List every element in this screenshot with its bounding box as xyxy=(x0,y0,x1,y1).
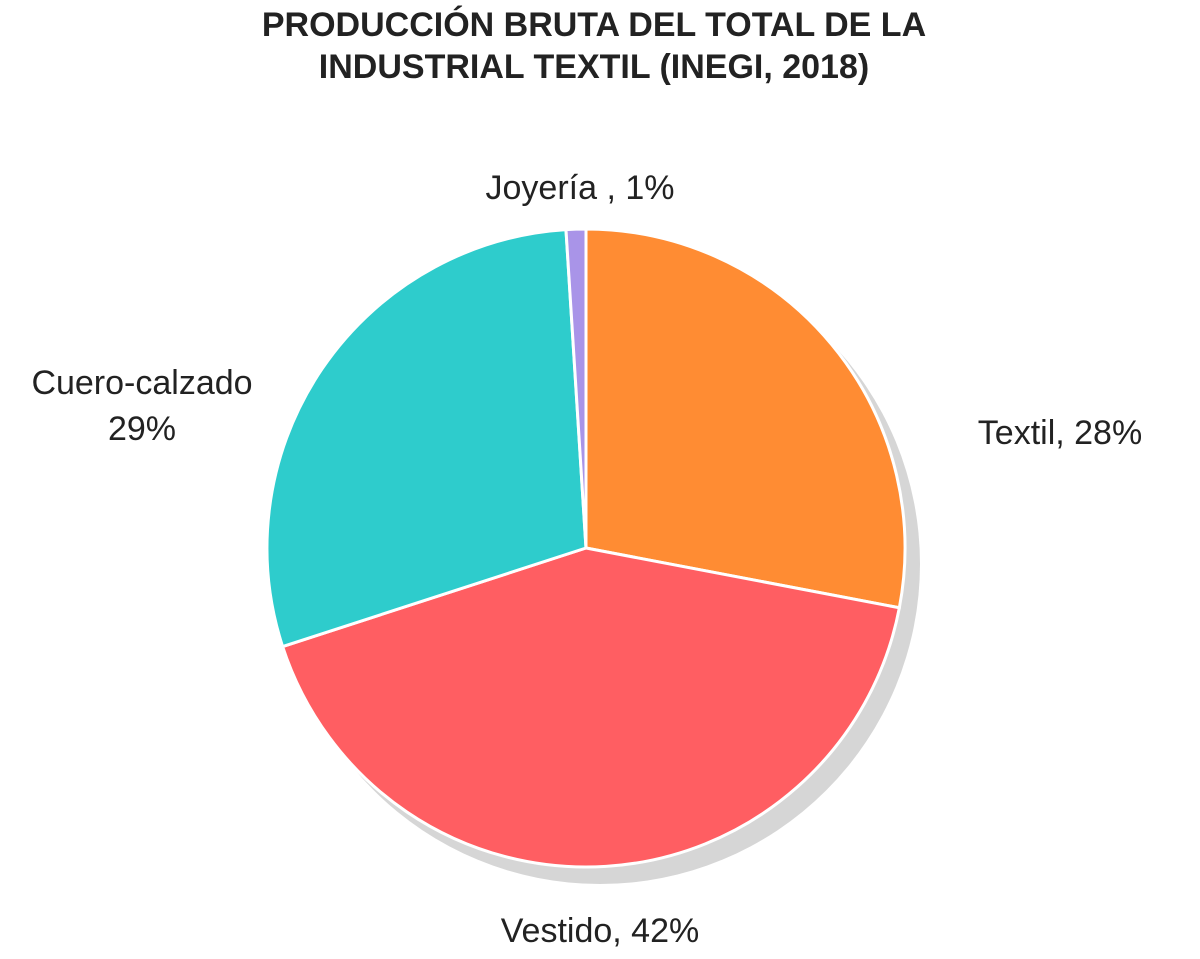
pie-slice xyxy=(564,227,588,549)
slice-label: Vestido, 42% xyxy=(501,912,699,950)
pie-slice xyxy=(265,228,588,649)
chart-title: PRODUCCIÓN BRUTA DEL TOTAL DE LA INDUSTR… xyxy=(261,6,927,86)
slice-label: Textil, 28% xyxy=(978,414,1142,452)
pie-slice xyxy=(280,546,902,869)
slice-label: 29% xyxy=(108,410,176,448)
slice-label: Joyería , 1% xyxy=(486,169,675,207)
pie-slice xyxy=(584,227,907,610)
slice-label: Cuero-calzado xyxy=(31,364,252,402)
